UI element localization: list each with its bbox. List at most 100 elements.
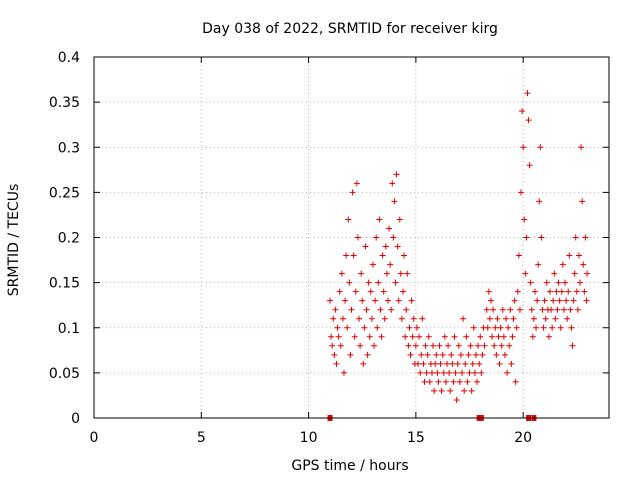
data-point xyxy=(353,180,360,187)
data-point xyxy=(439,351,446,358)
data-point xyxy=(375,279,382,286)
data-point xyxy=(406,324,413,331)
data-point xyxy=(476,360,483,367)
data-point xyxy=(542,315,549,322)
data-point xyxy=(442,378,449,385)
data-point xyxy=(560,306,567,313)
data-point xyxy=(433,351,440,358)
data-point xyxy=(504,369,511,376)
data-point xyxy=(403,306,410,313)
data-point xyxy=(572,234,579,241)
data-point xyxy=(540,324,547,331)
data-point xyxy=(556,297,563,304)
data-point xyxy=(440,369,447,376)
data-point xyxy=(428,369,435,376)
x-tick-label: 15 xyxy=(407,430,425,446)
data-point xyxy=(577,279,584,286)
data-point xyxy=(450,378,457,385)
data-point xyxy=(509,333,516,340)
data-point xyxy=(344,324,351,331)
data-point xyxy=(382,243,389,250)
data-point xyxy=(462,360,469,367)
data-point xyxy=(418,351,425,358)
data-point xyxy=(566,252,573,259)
data-point xyxy=(507,306,514,313)
data-point xyxy=(339,315,346,322)
data-point xyxy=(384,297,391,304)
data-point xyxy=(390,234,397,241)
data-point xyxy=(422,342,429,349)
data-point xyxy=(545,333,552,340)
grid-lines xyxy=(94,57,609,418)
data-point xyxy=(567,306,574,313)
data-point xyxy=(452,369,459,376)
data-point xyxy=(383,270,390,277)
data-point xyxy=(361,324,368,331)
data-point xyxy=(409,333,416,340)
data-point xyxy=(348,306,355,313)
y-tick-label: 0.2 xyxy=(58,231,80,247)
data-point xyxy=(519,108,526,115)
data-point xyxy=(471,369,478,376)
data-point xyxy=(446,369,453,376)
data-point xyxy=(498,342,505,349)
data-point xyxy=(378,333,385,340)
data-point xyxy=(516,306,523,313)
data-point xyxy=(526,162,533,169)
data-point xyxy=(511,297,518,304)
data-point xyxy=(563,297,570,304)
data-point xyxy=(397,270,404,277)
data-point xyxy=(328,333,335,340)
data-point xyxy=(401,252,408,259)
data-point xyxy=(432,360,439,367)
data-point xyxy=(436,342,443,349)
data-point xyxy=(376,216,383,223)
data-point xyxy=(332,306,339,313)
data-point xyxy=(364,351,371,358)
data-point xyxy=(345,216,352,223)
data-point xyxy=(387,261,394,268)
data-point xyxy=(479,351,486,358)
data-point xyxy=(379,252,386,259)
data-point xyxy=(373,234,380,241)
data-point xyxy=(443,360,450,367)
data-point xyxy=(503,315,509,322)
data-point xyxy=(464,378,471,385)
data-point xyxy=(413,324,420,331)
data-point xyxy=(493,351,500,358)
data-point xyxy=(416,333,423,340)
data-point xyxy=(394,243,401,250)
data-point xyxy=(501,351,508,358)
data-point xyxy=(584,270,591,277)
data-point xyxy=(331,351,338,358)
data-point xyxy=(562,279,569,286)
data-point xyxy=(395,297,402,304)
data-point xyxy=(367,288,374,295)
data-point xyxy=(437,360,444,367)
data-point xyxy=(419,315,426,322)
data-point xyxy=(417,369,424,376)
axis-ticks xyxy=(93,56,609,419)
data-point xyxy=(521,216,528,223)
data-point xyxy=(460,315,467,322)
data-point xyxy=(514,288,521,295)
data-point xyxy=(481,342,488,349)
data-point xyxy=(573,288,580,295)
data-point xyxy=(468,387,475,394)
data-point xyxy=(396,216,403,223)
data-point xyxy=(491,342,498,349)
chart-title: Day 038 of 2022, SRMTID for receiver kir… xyxy=(202,21,498,37)
data-point xyxy=(581,288,588,295)
data-point xyxy=(548,306,555,313)
y-tick-label: 0.35 xyxy=(49,95,80,111)
data-point xyxy=(543,279,550,286)
data-point xyxy=(377,306,384,313)
data-point xyxy=(477,333,484,340)
data-point xyxy=(539,306,546,313)
data-point xyxy=(579,198,586,205)
data-points xyxy=(327,90,591,403)
data-point xyxy=(340,369,347,376)
data-point xyxy=(459,369,466,376)
data-point xyxy=(354,234,361,241)
data-point xyxy=(336,288,343,295)
